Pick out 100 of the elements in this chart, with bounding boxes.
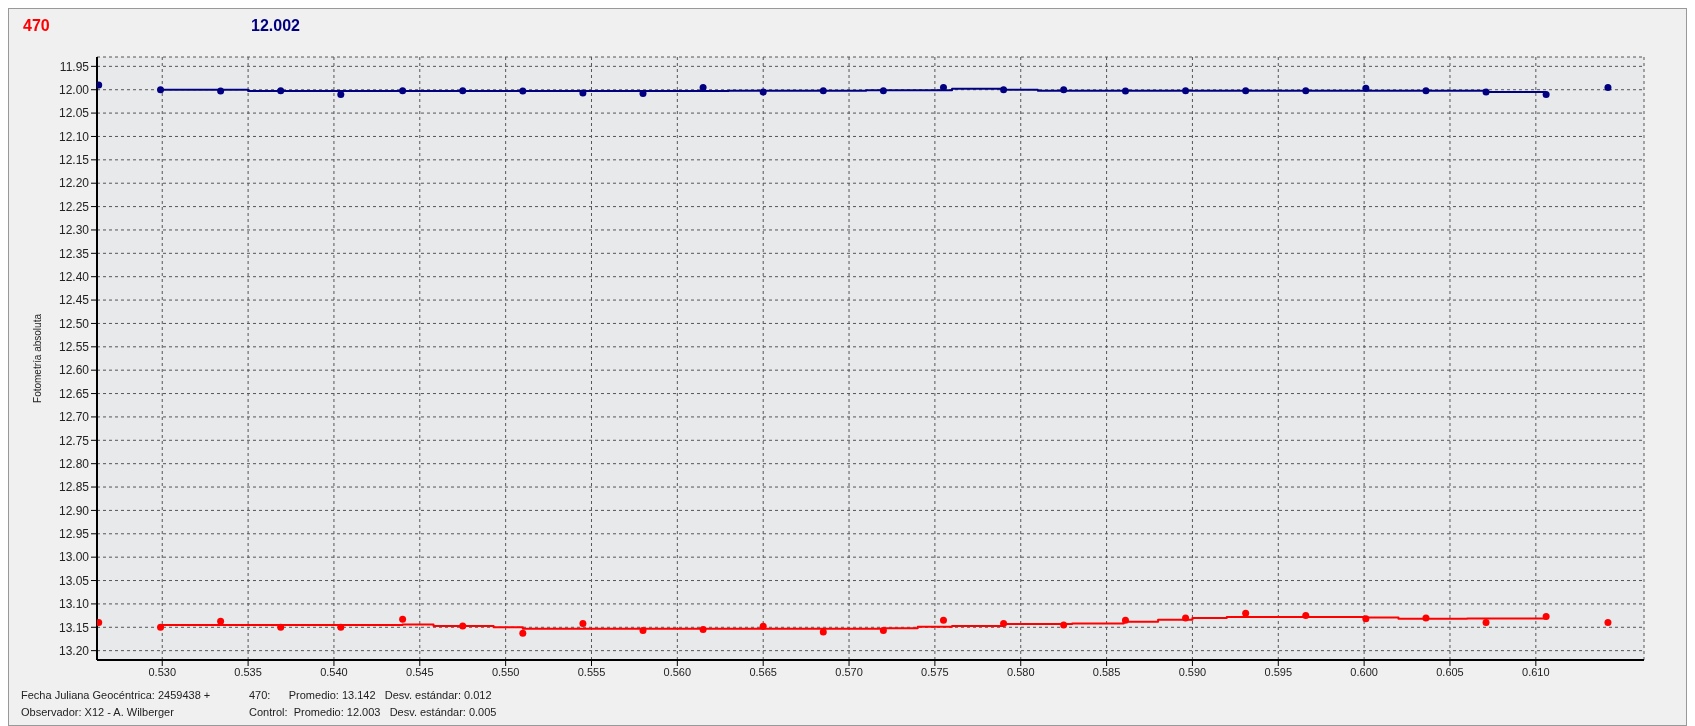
text: Observador: X12 - A. Wilberger <box>21 706 174 718</box>
point <box>1604 83 1612 91</box>
point <box>97 619 103 627</box>
y-tick-label: 12.50 <box>58 316 90 331</box>
point <box>699 83 707 91</box>
y-tick-label: 12.95 <box>58 527 90 542</box>
point <box>519 629 527 637</box>
point <box>1542 90 1550 98</box>
x-tick-label: 0.530 <box>148 665 177 678</box>
text: Fecha Juliana Geocéntrica: 2459438 + <box>21 689 211 701</box>
x-tick-label: 0.555 <box>577 665 606 678</box>
point <box>639 627 647 635</box>
y-tick-label: 12.40 <box>58 269 90 284</box>
x-tick-label: 0.545 <box>406 665 434 678</box>
point <box>277 87 285 95</box>
y-tick-label: 12.15 <box>58 153 90 168</box>
point <box>759 88 767 96</box>
point <box>1000 620 1008 628</box>
y-tick-label: 12.30 <box>58 223 90 238</box>
x-tick-label: 0.590 <box>1178 665 1207 678</box>
point <box>459 622 467 630</box>
x-tick-label: 0.540 <box>320 665 348 678</box>
y-tick-label: 12.65 <box>58 386 90 401</box>
point <box>399 615 407 623</box>
x-tick-label: 0.585 <box>1092 665 1121 678</box>
y-tick-label: 12.35 <box>58 246 90 261</box>
y-tick-label: 13.05 <box>58 573 90 588</box>
y-tick-label: 12.55 <box>58 340 90 355</box>
y-tick-label: 12.85 <box>58 480 90 495</box>
point <box>819 87 827 95</box>
point <box>399 87 407 95</box>
y-tick-label: 12.45 <box>58 293 90 308</box>
y-tick-label: 13.15 <box>58 620 90 635</box>
point <box>1604 619 1612 627</box>
point <box>579 620 587 628</box>
y-tick-label: 12.70 <box>58 410 90 425</box>
point <box>337 623 345 631</box>
y-tick-label: 12.75 <box>58 433 90 448</box>
point <box>1242 609 1250 617</box>
point <box>1000 86 1008 94</box>
x-tick-label: 0.605 <box>1436 665 1464 678</box>
point <box>1121 87 1129 95</box>
x-tick-label: 0.560 <box>663 665 692 678</box>
text: 12.002 <box>251 17 300 35</box>
y-tick-label: 13.00 <box>58 550 90 565</box>
y-tick-label: 12.25 <box>58 199 90 214</box>
point <box>879 87 887 95</box>
y-tick-label: 12.05 <box>58 106 90 121</box>
x-tick-label: 0.595 <box>1264 665 1293 678</box>
point <box>217 87 225 95</box>
y-tick-label: 13.20 <box>58 643 90 658</box>
text: 470 <box>23 17 50 35</box>
point <box>277 623 285 631</box>
x-tick-label: 0.610 <box>1522 665 1550 678</box>
y-tick-label: 13.10 <box>58 597 90 612</box>
point <box>97 81 103 89</box>
point <box>1422 87 1430 95</box>
point <box>819 628 827 636</box>
point <box>939 83 947 91</box>
x-tick-label: 0.600 <box>1350 665 1378 678</box>
text: Control: Promedio: 12.003 Desv. estándar: 0.005 <box>249 706 497 718</box>
y-tick-label: 11.95 <box>59 59 90 74</box>
point <box>1302 612 1310 620</box>
x-tick-label: 0.570 <box>835 665 863 678</box>
point <box>1182 614 1190 622</box>
point <box>459 87 467 95</box>
point <box>1482 619 1490 627</box>
point <box>1302 87 1310 95</box>
point <box>157 86 165 94</box>
y-tick-label: 12.20 <box>58 176 90 191</box>
x-tick-label: 0.565 <box>749 665 777 678</box>
point <box>1482 88 1490 96</box>
point <box>217 617 225 625</box>
point <box>1060 86 1068 94</box>
x-tick-label: 0.580 <box>1006 665 1035 678</box>
x-tick-label: 0.550 <box>491 665 520 678</box>
point <box>879 627 887 635</box>
y-tick-label: 12.80 <box>58 456 90 471</box>
point <box>579 89 587 97</box>
point <box>699 626 707 634</box>
point <box>1362 615 1370 623</box>
point <box>1182 87 1190 95</box>
point <box>939 616 947 624</box>
point <box>1362 84 1370 92</box>
y-tick-label: 12.60 <box>58 363 90 378</box>
x-tick-label: 0.575 <box>921 665 949 678</box>
point <box>157 623 165 631</box>
point <box>519 87 527 95</box>
point <box>759 622 767 630</box>
point <box>1422 614 1430 622</box>
point <box>1121 616 1129 624</box>
text: 470: Promedio: 13.142 Desv. estándar: 0.012 <box>249 689 492 701</box>
point <box>1060 621 1068 629</box>
x-tick-label: 0.535 <box>234 665 262 678</box>
y-tick-label: 12.90 <box>58 503 90 518</box>
point <box>1242 87 1250 95</box>
y-axis-title: Fotometría absoluta <box>31 313 43 403</box>
point <box>1542 613 1550 621</box>
y-tick-label: 12.10 <box>58 129 90 144</box>
y-tick-label: 12.00 <box>58 82 90 97</box>
